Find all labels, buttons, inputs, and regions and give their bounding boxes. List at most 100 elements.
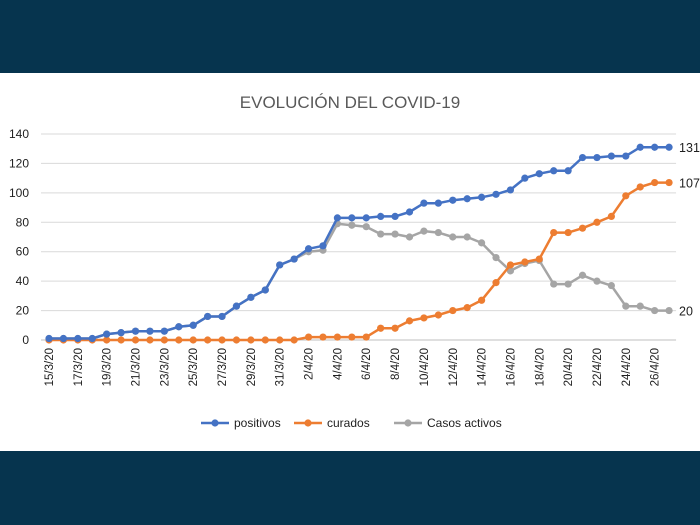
data-point (131, 336, 140, 344)
data-point (218, 336, 226, 344)
data-point (261, 336, 269, 344)
series-curados: 107 (45, 177, 700, 344)
data-point (478, 296, 486, 304)
data-point (175, 323, 183, 331)
data-point (348, 221, 356, 229)
end-value-label: 20 (679, 305, 693, 319)
y-tick-label: 0 (22, 333, 29, 347)
legend-marker (211, 419, 219, 427)
x-tick-label: 24/4/20 (621, 348, 633, 386)
data-point (405, 208, 414, 216)
line-chart: EVOLUCIÓN DEL COVID-19 0 20 40 60 80 100 120 14… (9, 93, 700, 430)
x-axis-ticks: 15/3/20 17/3/20 19/3/20 21/3/20 23/3/20 25/3/… (44, 348, 662, 386)
data-point (578, 224, 587, 232)
data-point (333, 214, 341, 222)
legend-item: Casos activos (394, 416, 502, 430)
data-point (449, 196, 457, 204)
x-tick-label: 22/4/20 (592, 348, 604, 386)
data-point (362, 333, 370, 341)
data-point (391, 324, 399, 332)
data-point (636, 302, 644, 310)
data-point (59, 334, 68, 343)
data-point (290, 336, 298, 344)
data-point (232, 336, 241, 344)
data-point (362, 223, 370, 231)
x-tick-label: 20/4/20 (563, 348, 575, 386)
y-tick-label: 60 (16, 245, 30, 259)
data-point (160, 327, 168, 335)
data-point (506, 186, 515, 194)
data-point (622, 302, 630, 310)
data-point (535, 170, 543, 178)
data-point (189, 321, 197, 329)
data-point (88, 334, 96, 343)
data-point (434, 199, 442, 207)
data-point (333, 333, 341, 341)
data-point (578, 153, 587, 162)
x-tick-label: 8/4/20 (390, 348, 402, 380)
data-point (492, 254, 500, 262)
x-tick-label: 29/3/20 (246, 348, 258, 386)
data-point (593, 218, 601, 226)
data-point (564, 167, 572, 175)
x-tick-label: 12/4/20 (448, 348, 460, 386)
x-tick-label: 16/4/20 (505, 348, 517, 386)
data-point (564, 280, 572, 288)
data-point (622, 192, 630, 200)
data-point (146, 336, 154, 344)
data-point (449, 233, 457, 241)
data-point (550, 228, 558, 237)
y-tick-label: 80 (16, 215, 30, 229)
x-tick-label: 18/4/20 (534, 348, 546, 386)
y-tick-label: 120 (9, 156, 29, 170)
data-point (117, 329, 125, 337)
legend-item: positivos (201, 416, 281, 430)
data-point (420, 227, 428, 235)
data-point (175, 336, 183, 344)
data-point (204, 336, 212, 344)
x-tick-label: 10/4/20 (419, 348, 431, 386)
data-point (131, 327, 140, 335)
series: 20 107 131 (45, 141, 700, 344)
data-point (434, 311, 442, 319)
data-point (478, 239, 486, 247)
x-tick-label: 4/4/20 (332, 348, 344, 380)
data-point (319, 242, 327, 250)
data-point (189, 336, 197, 344)
data-point (377, 212, 385, 220)
data-point (204, 312, 212, 321)
data-point (377, 324, 385, 332)
data-point (463, 195, 471, 203)
x-tick-label: 25/3/20 (188, 348, 200, 386)
x-tick-label: 23/3/20 (159, 348, 171, 386)
data-point (117, 336, 125, 344)
data-point (247, 293, 255, 301)
x-tick-label: 15/3/20 (44, 348, 56, 386)
chart-panel (0, 73, 700, 451)
data-point (665, 178, 673, 187)
data-point (665, 306, 673, 315)
legend-label: Casos activos (427, 416, 502, 430)
data-point (74, 334, 82, 343)
x-tick-label: 17/3/20 (73, 348, 85, 386)
chart-title: EVOLUCIÓN DEL COVID-19 (240, 93, 460, 112)
data-point (319, 333, 327, 341)
x-tick-label: 27/3/20 (217, 348, 229, 386)
x-tick-label: 6/4/20 (361, 348, 373, 380)
data-point (607, 281, 615, 290)
y-tick-label: 100 (9, 186, 29, 200)
data-point (348, 333, 356, 341)
data-point (391, 212, 399, 220)
end-value-label: 107 (679, 177, 700, 191)
legend: positivos curados Casos activos (201, 416, 502, 430)
data-point (651, 178, 659, 187)
data-point (304, 333, 313, 341)
data-point (103, 330, 111, 338)
data-point (492, 279, 500, 287)
data-point (304, 245, 313, 253)
data-point (45, 334, 53, 343)
data-point (593, 277, 601, 285)
x-tick-label: 14/4/20 (477, 348, 489, 386)
x-tick-label: 19/3/20 (102, 348, 114, 386)
data-point (665, 143, 673, 151)
